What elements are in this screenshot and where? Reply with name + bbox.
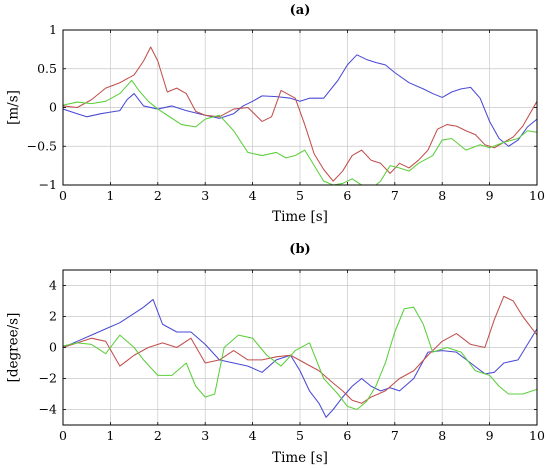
y-axis-label: [m/s]: [6, 90, 22, 125]
x-tick-label: 3: [201, 188, 209, 203]
y-tick-label: −0.5: [27, 138, 57, 153]
x-tick-label: 4: [249, 188, 257, 203]
series-line-1: [63, 295, 537, 404]
y-tick-label: −1: [39, 177, 57, 192]
y-tick-label: 1: [49, 22, 57, 37]
x-tick-label: 6: [343, 188, 351, 203]
series-line-2: [63, 306, 537, 411]
series-line-0: [63, 54, 537, 147]
x-tick-label: 2: [154, 428, 162, 443]
panel-title: (a): [290, 3, 311, 18]
x-tick-label: 6: [343, 428, 351, 443]
y-tick-label: 4: [49, 278, 57, 293]
x-tick-label: 0: [59, 188, 67, 203]
panel-1: (b) 0 1 2 3 4 5 6 7 8 9 10 −4 −2 0 2 4 Time [s] [degree/s]: [6, 242, 545, 466]
series-line-0: [63, 298, 537, 418]
x-tick-label: 7: [391, 188, 399, 203]
x-axis-label: Time [s]: [272, 450, 328, 466]
panel-title: (b): [289, 242, 310, 257]
y-tick-label: −2: [39, 371, 57, 386]
y-tick-label: 0.5: [37, 61, 57, 76]
x-tick-label: 10: [529, 428, 545, 443]
x-axis-label: Time [s]: [272, 209, 328, 225]
y-axis-label: [degree/s]: [6, 313, 22, 383]
x-tick-label: 1: [106, 428, 114, 443]
x-tick-label: 10: [529, 188, 545, 203]
panel-0: (a) 0 1 2 3 4 5 6 7 8 9 10 −1 −0.5 0 0.5 1 Time [s] [m/s]: [6, 3, 545, 225]
x-tick-label: 3: [201, 428, 209, 443]
x-tick-label: 0: [59, 428, 67, 443]
x-tick-label: 9: [486, 428, 494, 443]
y-tick-label: 2: [49, 309, 57, 324]
x-tick-label: 2: [154, 188, 162, 203]
x-tick-label: 8: [438, 188, 446, 203]
y-tick-label: 0: [49, 340, 57, 355]
x-tick-label: 5: [296, 188, 304, 203]
y-tick-label: −4: [39, 402, 57, 417]
series-line-1: [63, 46, 537, 182]
x-tick-label: 5: [296, 428, 304, 443]
x-tick-label: 4: [249, 428, 257, 443]
x-tick-label: 1: [106, 188, 114, 203]
series-line-2: [63, 79, 537, 185]
x-tick-label: 9: [486, 188, 494, 203]
x-tick-label: 7: [391, 428, 399, 443]
y-tick-label: 0: [49, 100, 57, 115]
x-tick-label: 8: [438, 428, 446, 443]
